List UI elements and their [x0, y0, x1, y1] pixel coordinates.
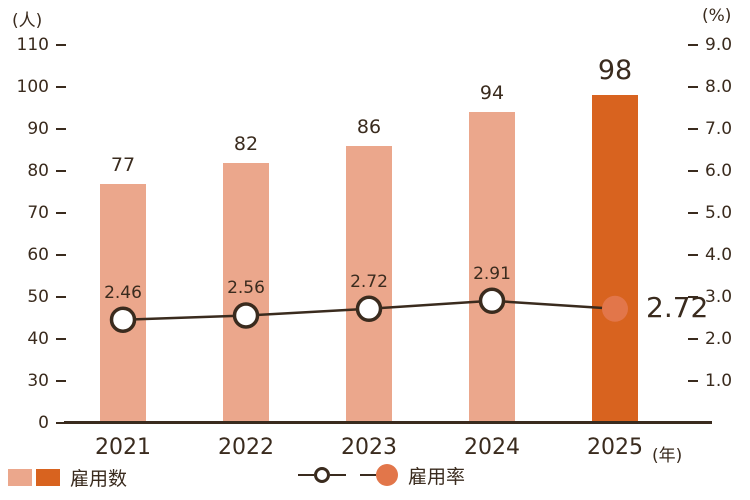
x-axis-unit-label: (年)	[652, 446, 683, 466]
tick-mark	[56, 337, 66, 341]
rate-value-label: 2.56	[227, 278, 265, 299]
tick-mark	[56, 253, 66, 257]
tick-mark	[56, 295, 66, 299]
tick-mark	[56, 421, 66, 425]
left-axis-unit-label: (人)	[12, 11, 43, 31]
tick-mark	[688, 337, 698, 341]
bar	[100, 183, 146, 423]
left-axis-tick: 60	[0, 244, 66, 266]
right-axis-tick: 4.0	[688, 244, 732, 266]
rate-value-label-highlight: 2.72	[646, 290, 709, 324]
rate-value-label: 2.46	[104, 282, 142, 303]
tick-mark	[688, 169, 698, 173]
bar	[346, 145, 392, 423]
right-axis-tick-label: 2.0	[705, 329, 733, 349]
left-axis-tick-label: 0	[38, 413, 49, 433]
bar-highlight	[592, 95, 638, 423]
left-axis-tick: 70	[0, 202, 66, 224]
tick-mark	[688, 85, 698, 89]
tick-mark	[56, 211, 66, 215]
left-axis-tick-label: 60	[27, 245, 49, 265]
left-axis-tick-label: 80	[27, 161, 49, 181]
bar-value-label: 77	[110, 153, 136, 176]
rate-value-label: 2.91	[473, 263, 511, 284]
tick-mark	[688, 295, 698, 299]
bar	[469, 112, 515, 423]
right-axis-tick-label: 1.0	[705, 371, 733, 391]
tick-mark	[688, 127, 698, 131]
right-axis-tick-label: 4.0	[705, 245, 733, 265]
bar-color-swatch-dark	[36, 469, 60, 486]
bar-value-label: 82	[233, 132, 259, 155]
right-axis-tick: 7.0	[688, 118, 732, 140]
legend-bars-item: 雇用数	[8, 464, 127, 491]
right-axis-tick: 5.0	[688, 202, 732, 224]
left-axis-tick-label: 70	[27, 203, 49, 223]
right-axis-tick: 6.0	[688, 160, 732, 182]
line-legend-segment	[298, 473, 314, 477]
x-axis-line	[64, 421, 712, 424]
left-axis-tick: 40	[0, 328, 66, 350]
legend-bars-label: 雇用数	[70, 468, 128, 490]
left-axis-tick-label: 110	[16, 35, 49, 55]
right-axis-tick: 3.0	[688, 286, 732, 308]
left-axis-tick: 0	[0, 412, 66, 434]
line-legend-segment	[330, 473, 346, 477]
right-axis-tick-label: 8.0	[705, 77, 733, 97]
right-axis-tick: 2.0	[688, 328, 732, 350]
left-axis-tick: 100	[0, 76, 66, 98]
x-axis-label: 2025	[587, 435, 643, 460]
left-axis-tick-label: 50	[27, 287, 49, 307]
tick-mark	[688, 379, 698, 383]
left-axis-tick: 90	[0, 118, 66, 140]
right-axis-tick-label: 5.0	[705, 203, 733, 223]
bar-value-label: 94	[479, 82, 505, 105]
right-axis-tick-label: 9.0	[705, 35, 733, 55]
tick-mark	[56, 379, 66, 383]
right-axis-tick: 8.0	[688, 76, 732, 98]
right-axis-tick-label: 3.0	[705, 287, 733, 307]
x-axis-label: 2021	[95, 435, 151, 460]
x-axis-label: 2024	[464, 435, 520, 460]
right-axis-tick-label: 7.0	[705, 119, 733, 139]
bar-value-label: 98	[597, 55, 633, 87]
legend-line-label: 雇用率	[408, 465, 466, 488]
rate-marker-legend-icon	[314, 467, 330, 483]
left-axis-tick-label: 90	[27, 119, 49, 139]
right-axis-unit-label: (%)	[702, 6, 732, 26]
tick-mark	[56, 85, 66, 89]
bar	[223, 162, 269, 423]
left-axis-tick: 50	[0, 286, 66, 308]
tick-mark	[688, 253, 698, 257]
rate-value-label: 2.72	[350, 271, 388, 292]
tick-mark	[56, 169, 66, 173]
left-axis-tick: 80	[0, 160, 66, 182]
tick-mark	[56, 43, 66, 47]
left-axis-tick-label: 30	[27, 371, 49, 391]
line-legend-segment	[360, 473, 376, 477]
bar-color-swatch-light	[8, 469, 32, 486]
bar-value-label: 86	[356, 115, 382, 138]
right-axis-tick-label: 6.0	[705, 161, 733, 181]
right-axis-tick: 9.0	[688, 34, 732, 56]
rate-marker-highlight-legend-icon	[376, 464, 398, 486]
legend-line-item: 雇用率	[298, 462, 465, 488]
left-axis-tick-label: 40	[27, 329, 49, 349]
x-axis-label: 2023	[341, 435, 397, 460]
left-axis-tick-label: 100	[16, 77, 49, 97]
left-axis-tick: 30	[0, 370, 66, 392]
left-axis-tick: 110	[0, 34, 66, 56]
x-axis-label: 2022	[218, 435, 274, 460]
tick-mark	[688, 43, 698, 47]
tick-mark	[688, 211, 698, 215]
right-axis-tick: 1.0	[688, 370, 732, 392]
tick-mark	[56, 127, 66, 131]
